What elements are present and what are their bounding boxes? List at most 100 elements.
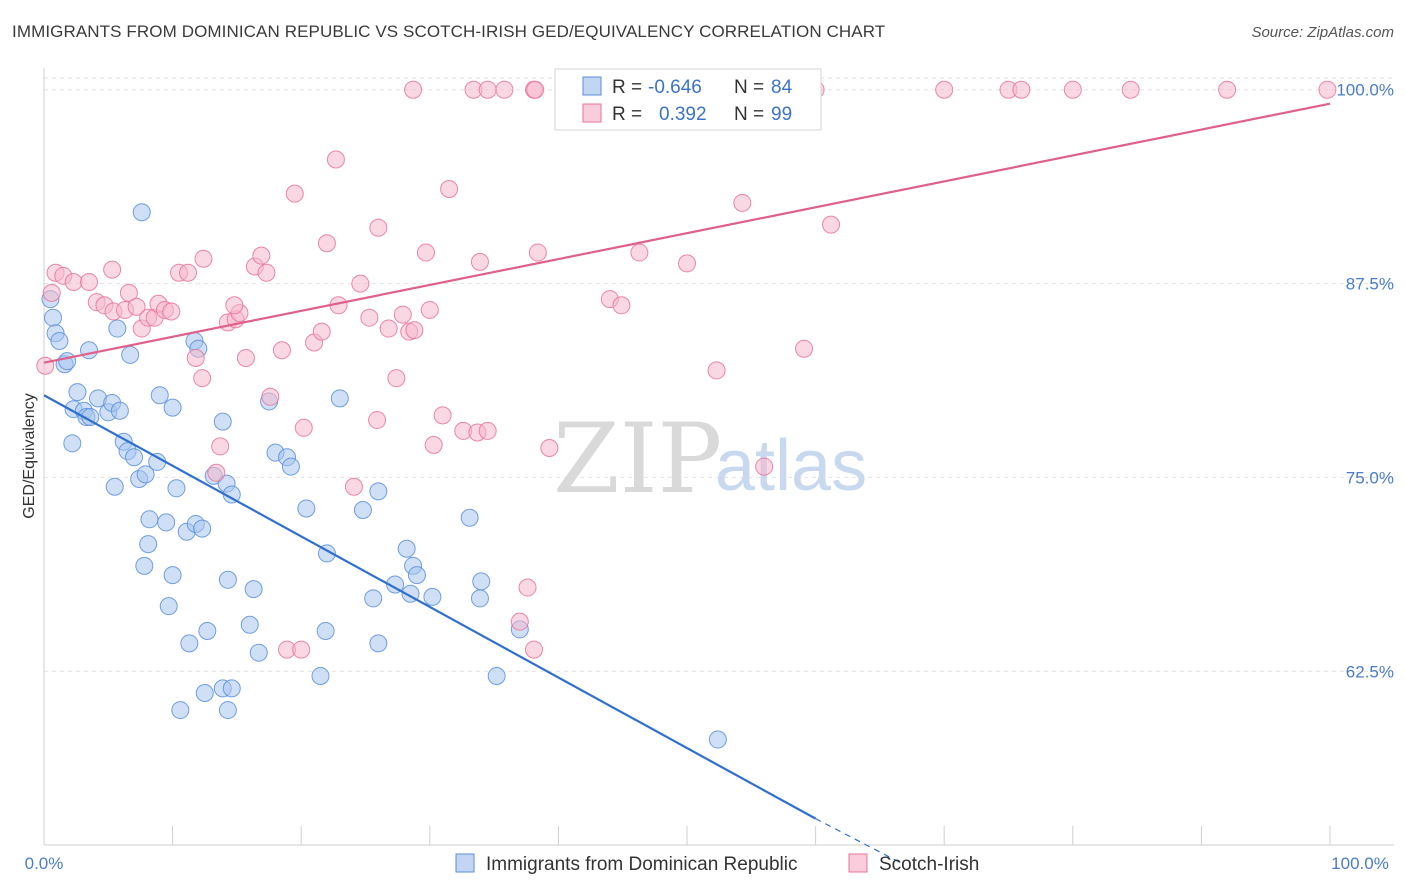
- data-point: [50, 331, 69, 350]
- data-point: [404, 80, 423, 99]
- data-point: [198, 621, 217, 640]
- data-point: [68, 383, 87, 402]
- data-point: [351, 274, 370, 293]
- y-tick-label: 100.0%: [1336, 81, 1394, 100]
- correlation-legend: R = -0.646 N = 84 R = 0.392 N = 99: [554, 68, 822, 131]
- y-tick-labels: 62.5% 75.0% 87.5% 100.0%: [1336, 81, 1394, 682]
- legend-swatch-dominican: [582, 76, 602, 96]
- data-point: [369, 634, 388, 653]
- legend-n-value-dominican: 84: [771, 77, 793, 98]
- watermark-atlas: atlas: [715, 426, 867, 506]
- data-point: [180, 634, 199, 653]
- data-point: [317, 234, 336, 253]
- data-point: [121, 345, 140, 364]
- x-tick-label-max: 100.0%: [1331, 854, 1389, 873]
- data-point: [472, 572, 491, 591]
- data-point: [733, 193, 752, 212]
- data-point: [110, 401, 129, 420]
- data-point: [157, 513, 176, 532]
- data-point: [140, 510, 159, 529]
- data-point: [1318, 80, 1337, 99]
- legend-n-label-scotch-irish: N =: [734, 104, 764, 125]
- data-point: [526, 80, 545, 99]
- data-point: [148, 452, 167, 471]
- data-point: [416, 243, 435, 262]
- data-point: [132, 203, 151, 222]
- data-point: [105, 477, 124, 496]
- data-point: [487, 666, 506, 685]
- data-point: [193, 519, 212, 538]
- data-point: [470, 252, 489, 271]
- bottom-legend-swatch-scotch-irish: [848, 853, 868, 873]
- data-point: [297, 499, 316, 518]
- bottom-legend-swatch-dominican: [455, 853, 475, 873]
- data-point: [1121, 80, 1140, 99]
- data-point: [460, 508, 479, 527]
- data-point: [125, 448, 144, 467]
- data-point: [518, 578, 537, 597]
- axes: [43, 68, 1394, 846]
- legend-swatch-scotch-irish: [582, 103, 602, 123]
- data-point: [44, 308, 63, 327]
- data-point: [36, 356, 55, 375]
- x-tick-label-min: 0.0%: [25, 854, 64, 873]
- bottom-legend-label-dominican: Immigrants from Dominican Republic: [486, 854, 798, 875]
- data-point: [244, 580, 263, 599]
- data-point: [167, 479, 186, 498]
- data-point: [405, 321, 424, 340]
- data-point: [58, 352, 77, 371]
- watermark: ZIP atlas: [553, 403, 867, 515]
- data-point: [630, 243, 649, 262]
- data-point: [103, 260, 122, 279]
- data-point: [495, 80, 514, 99]
- bottom-legend-label-scotch-irish: Scotch-Irish: [879, 854, 979, 875]
- data-point: [80, 341, 99, 360]
- data-point: [179, 263, 198, 282]
- data-point: [272, 341, 291, 360]
- data-point: [171, 701, 190, 720]
- x-ticks: [43, 826, 1331, 845]
- data-point: [612, 296, 631, 315]
- data-point: [163, 566, 182, 585]
- y-axis-label: GED/Equivalency: [21, 393, 38, 518]
- data-point: [387, 369, 406, 388]
- data-point: [240, 615, 259, 634]
- data-point: [261, 387, 280, 406]
- data-point: [257, 263, 276, 282]
- data-point: [194, 249, 213, 268]
- series-scotch-irish-points: [36, 80, 1337, 659]
- data-point: [478, 421, 497, 440]
- data-point: [127, 297, 146, 316]
- data-point: [312, 322, 331, 341]
- data-point: [353, 501, 372, 520]
- data-point: [236, 349, 255, 368]
- data-point: [108, 319, 127, 338]
- data-point: [344, 477, 363, 496]
- data-point: [316, 621, 335, 640]
- data-point: [294, 418, 313, 437]
- data-point: [207, 463, 226, 482]
- data-point: [369, 218, 388, 237]
- data-point: [368, 411, 387, 430]
- data-point: [379, 319, 398, 338]
- data-point: [195, 684, 214, 703]
- data-point: [162, 302, 181, 321]
- data-point: [540, 438, 559, 457]
- legend-r-value-scotch-irish: 0.392: [659, 104, 707, 125]
- source-label: Source: ZipAtlas.com: [1251, 24, 1394, 41]
- data-point: [119, 283, 138, 302]
- data-point: [211, 437, 230, 456]
- data-point: [63, 434, 82, 453]
- data-point: [393, 305, 412, 324]
- trend-line: [43, 102, 1331, 364]
- data-point: [292, 640, 311, 659]
- legend-n-value-scotch-irish: 99: [771, 104, 792, 125]
- data-point: [707, 361, 726, 380]
- trend-lines: [43, 102, 1331, 863]
- data-point: [708, 730, 727, 749]
- data-point: [42, 283, 61, 302]
- data-point: [424, 435, 443, 454]
- y-tick-label: 87.5%: [1346, 275, 1394, 294]
- legend-n-label-dominican: N =: [734, 77, 764, 98]
- data-point: [135, 556, 154, 575]
